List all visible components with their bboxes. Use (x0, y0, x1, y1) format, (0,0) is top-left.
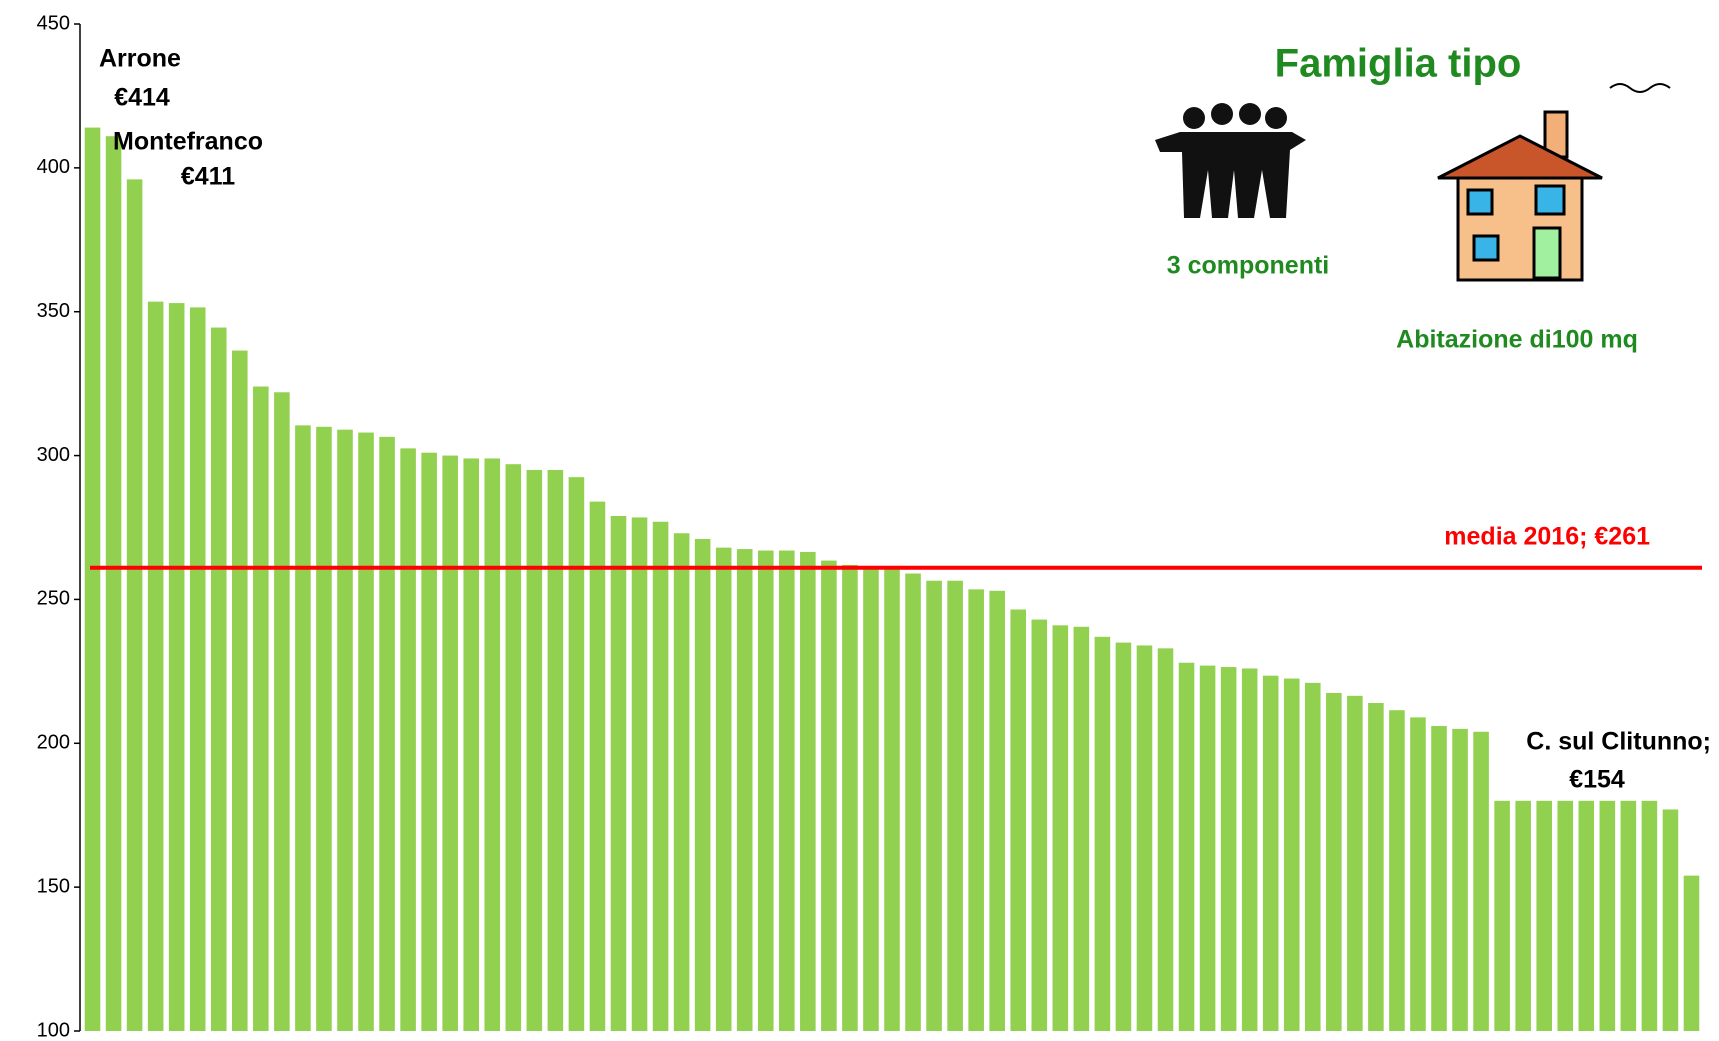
house-label: Abitazione di100 mq (1396, 326, 1638, 354)
annotation: €411 (181, 163, 235, 191)
y-tick-label: 300 (37, 444, 70, 466)
bar (968, 589, 984, 1031)
bar (989, 590, 1005, 1031)
bar (1347, 695, 1363, 1031)
bar (1157, 648, 1174, 1031)
annotation: Montefranco (113, 128, 263, 156)
bar (1304, 682, 1321, 1031)
bar (1031, 619, 1048, 1031)
bar (610, 515, 627, 1031)
bar (1220, 667, 1237, 1031)
bar (295, 425, 311, 1031)
bar (1452, 728, 1468, 1031)
bar (232, 350, 248, 1031)
bar (779, 550, 795, 1031)
bar (1599, 800, 1616, 1031)
family-label: 3 componenti (1167, 252, 1330, 280)
bar (400, 448, 416, 1032)
bar (337, 429, 353, 1032)
bar (1115, 642, 1132, 1031)
annotation: €154 (1569, 766, 1625, 794)
bar (1473, 731, 1489, 1031)
bar (715, 547, 732, 1031)
bar (863, 567, 879, 1031)
bar (316, 426, 332, 1031)
bar (274, 392, 290, 1031)
chart-title: Famiglia tipo (1275, 42, 1522, 86)
bar (126, 179, 143, 1031)
bar (1557, 800, 1574, 1031)
bar (1010, 609, 1027, 1031)
bar (1683, 875, 1700, 1031)
house-icon (1437, 83, 1671, 282)
bar (1410, 717, 1426, 1031)
bar (821, 560, 837, 1031)
bar (358, 432, 374, 1031)
bar (652, 521, 669, 1031)
bar (1578, 800, 1595, 1031)
y-tick-label: 100 (37, 1019, 70, 1041)
y-tick-label: 200 (37, 732, 70, 754)
bar (757, 550, 774, 1031)
bar (673, 533, 690, 1031)
bar (463, 458, 480, 1031)
y-tick-label: 150 (37, 875, 70, 897)
bar (379, 436, 395, 1031)
family-icon (1155, 103, 1306, 218)
y-tick-label: 350 (37, 300, 70, 322)
bar (1262, 675, 1279, 1031)
y-tick-label: 250 (37, 588, 70, 610)
bar (631, 517, 648, 1031)
bar (694, 539, 711, 1031)
bar (253, 386, 269, 1031)
bar (1662, 809, 1679, 1031)
bar (947, 580, 963, 1031)
bar (189, 307, 206, 1031)
bar (547, 469, 564, 1031)
bar (905, 573, 921, 1031)
bar (1136, 645, 1153, 1031)
bar (505, 464, 522, 1031)
bar (421, 452, 437, 1031)
bar (1178, 662, 1195, 1031)
bar (1241, 668, 1258, 1031)
bar (1494, 800, 1510, 1031)
bar (589, 501, 606, 1031)
bar (926, 580, 942, 1031)
bar (736, 549, 753, 1031)
bar (147, 301, 164, 1031)
bar (568, 477, 585, 1031)
y-tick-label: 400 (37, 156, 70, 178)
y-tick-label: 450 (37, 12, 70, 34)
bar (1620, 800, 1637, 1031)
bar (1283, 678, 1300, 1031)
bar (484, 458, 501, 1031)
bar (1326, 692, 1342, 1031)
bar (84, 127, 101, 1031)
bar (168, 303, 185, 1031)
bar (1094, 636, 1111, 1031)
bar (1073, 626, 1090, 1031)
annotation: C. sul Clitunno; (1526, 728, 1711, 756)
bar (884, 569, 900, 1031)
bar (1536, 800, 1552, 1031)
bar (1199, 665, 1216, 1031)
bar (105, 136, 122, 1032)
bar (210, 327, 227, 1031)
bar (1389, 710, 1405, 1031)
bar (526, 469, 543, 1031)
bar (1515, 800, 1531, 1031)
bar (1641, 800, 1658, 1031)
bar (842, 564, 858, 1031)
bar (1431, 726, 1447, 1031)
annotation: Arrone (99, 45, 181, 73)
bar (442, 455, 458, 1032)
bar (800, 551, 816, 1031)
annotation: €414 (114, 84, 170, 112)
bar (1052, 625, 1069, 1031)
bar (1368, 703, 1384, 1031)
bars (84, 127, 1700, 1032)
reference-label: media 2016; €261 (1444, 522, 1650, 550)
